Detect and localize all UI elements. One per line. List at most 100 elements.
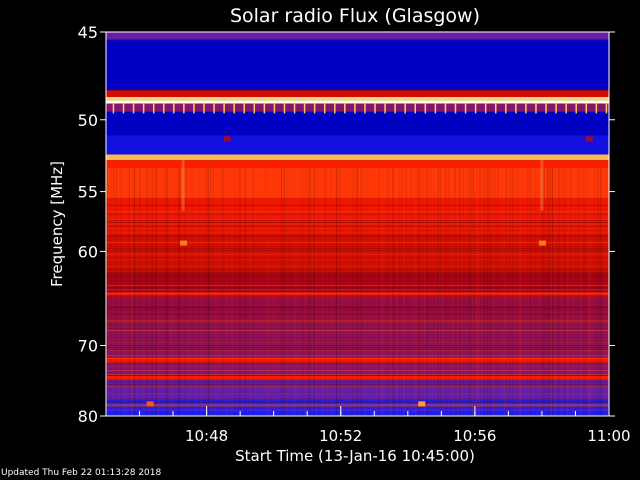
spectrum-line <box>106 342 609 343</box>
spectrum-texture <box>528 167 530 416</box>
chart-title: Solar radio Flux (Glasgow) <box>230 5 480 27</box>
spectrum-line <box>106 385 609 387</box>
spectrum-texture <box>124 167 126 416</box>
spectrum-texture <box>444 167 446 416</box>
spectrum-texture <box>234 167 236 416</box>
spectrum-texture <box>323 167 325 416</box>
plot-frame <box>105 31 610 417</box>
spectrum-band <box>106 154 609 161</box>
x-tick-label: 10:56 <box>453 427 496 445</box>
spectrum-texture <box>600 167 601 416</box>
interference-tick <box>112 103 115 114</box>
spectrum-texture <box>549 167 551 416</box>
spectrum-texture <box>116 167 117 416</box>
spectrum-line <box>106 250 609 252</box>
spectrum-texture <box>341 167 343 416</box>
spectrum-texture <box>460 167 462 416</box>
spectrum-line <box>106 242 609 243</box>
spectrum-texture <box>430 167 432 416</box>
spectrum-texture <box>244 167 246 416</box>
spectrum-texture <box>106 167 108 416</box>
spectrum-texture <box>239 167 241 416</box>
spectrum-texture <box>586 167 588 416</box>
spectrum-texture <box>128 167 130 416</box>
spectrum-texture <box>588 167 591 416</box>
spectrum-line <box>106 292 609 294</box>
spectrum-texture <box>490 167 492 416</box>
spectrum-texture <box>163 167 164 416</box>
spectrum-line <box>106 393 609 395</box>
spectrum-texture <box>596 167 598 416</box>
spectrum-texture <box>448 167 450 416</box>
spectrum-texture <box>222 167 224 416</box>
spectrum-texture <box>355 167 358 416</box>
interference-tick <box>223 103 225 114</box>
spectrum-texture <box>545 167 547 416</box>
spectrum-line <box>106 392 609 394</box>
spectrum-texture <box>174 167 175 416</box>
spectrum-texture <box>454 167 456 416</box>
interference-tick <box>484 103 487 114</box>
spectrum-texture <box>156 167 158 416</box>
spectrum-texture <box>540 167 542 416</box>
spectrum-texture <box>299 167 301 416</box>
spectrum-texture <box>313 167 315 416</box>
spectrum-line <box>106 266 609 267</box>
spectrum-line <box>106 306 609 308</box>
spectrum-texture <box>534 167 536 416</box>
spectrum-texture <box>354 167 356 416</box>
interference-tick <box>404 103 406 114</box>
spectrum-texture <box>378 167 380 416</box>
x-axis-label: Start Time (13-Jan-16 10:45:00) <box>235 447 475 465</box>
spectrum-texture <box>586 167 587 416</box>
spectrum-texture <box>364 167 366 416</box>
interference-tick <box>344 103 346 114</box>
spectrum-texture <box>133 167 135 416</box>
spectrum-texture <box>317 167 318 416</box>
spectrum-band <box>106 135 609 155</box>
spectrum-texture <box>475 167 477 416</box>
spectrum-texture <box>590 167 592 416</box>
spectrum-texture <box>268 167 270 416</box>
spectrum-texture <box>315 167 318 416</box>
interference-tick <box>374 103 376 114</box>
spectrum-texture <box>177 167 179 416</box>
spectrum-texture <box>512 167 514 416</box>
spectrum-texture <box>475 167 477 416</box>
spectrum-texture <box>305 167 307 416</box>
spectrum-texture <box>422 167 424 416</box>
spectrum-texture <box>245 167 247 416</box>
spectrum-texture <box>588 167 589 416</box>
spectrum-texture <box>488 167 490 416</box>
spectrum-texture <box>356 167 358 416</box>
spectrum-texture <box>477 167 478 416</box>
spectrum-texture <box>383 167 385 416</box>
spectrum-texture <box>310 167 311 416</box>
spectrum-texture <box>147 167 148 416</box>
x-tick-label: 10:48 <box>185 427 228 445</box>
spectrum-texture <box>139 167 141 416</box>
interference-tick <box>132 103 135 114</box>
x-axis: 10:48 10:52 10:56 11:00 <box>105 406 631 445</box>
spectrum-texture <box>550 167 553 416</box>
spectrum-texture <box>541 167 543 416</box>
spectrum-texture <box>524 167 526 416</box>
spectrum-texture <box>140 167 142 416</box>
spectrum-texture <box>607 167 608 416</box>
spectrum-texture <box>392 167 394 416</box>
spectrum-texture <box>332 167 334 416</box>
spectrum-texture <box>169 167 172 416</box>
spectrum-texture <box>471 167 474 416</box>
spectrum-line <box>106 402 609 403</box>
spectrum-texture <box>547 167 548 416</box>
spectrum-texture <box>375 167 377 416</box>
spectrum-texture <box>284 167 286 416</box>
spectrum-line <box>106 406 609 407</box>
y-tick-label: 80 <box>78 407 98 426</box>
spectrum-texture <box>139 167 141 416</box>
spectrum-texture <box>605 167 607 416</box>
spectrum-band <box>106 198 609 235</box>
spectrum-texture <box>542 167 544 416</box>
spectrum-texture <box>483 167 485 416</box>
spectrum-texture <box>149 167 151 416</box>
